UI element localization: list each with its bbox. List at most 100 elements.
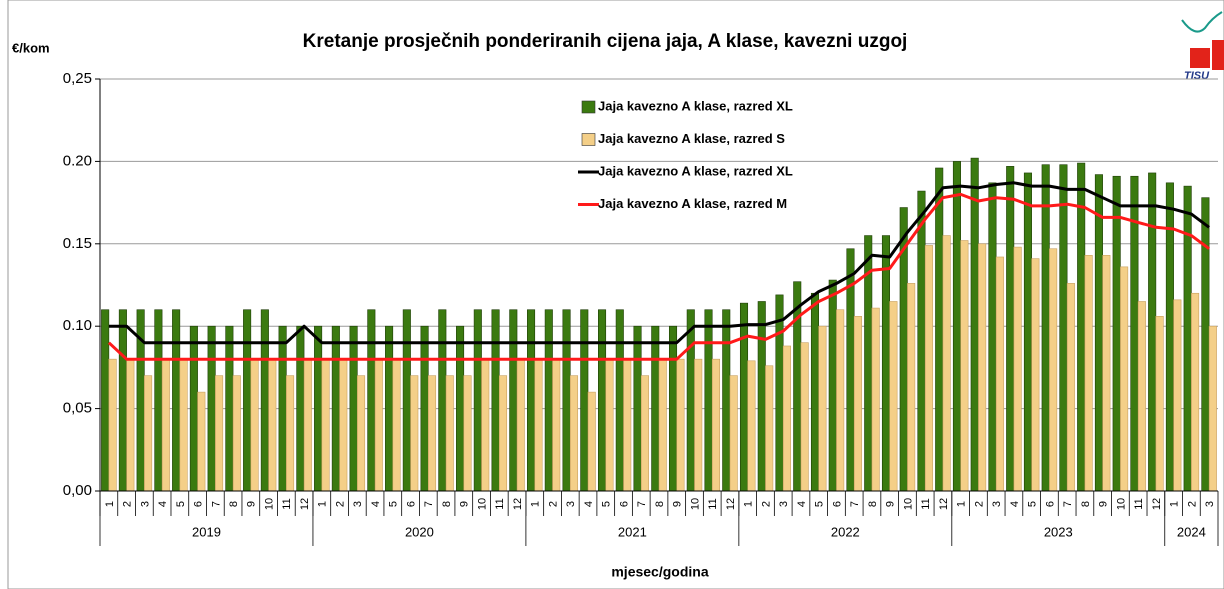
bar: [562, 309, 571, 492]
bar: [836, 309, 845, 492]
bar: [1094, 174, 1103, 492]
bar: [704, 309, 713, 492]
bar: [367, 309, 376, 492]
x-tick-label: 10: [902, 498, 914, 510]
x-tick-label: 1: [1169, 501, 1181, 507]
bar: [722, 309, 731, 492]
x-tick-label: 6: [831, 501, 843, 507]
logo-swoosh: [1181, 11, 1223, 33]
bar: [907, 283, 916, 492]
x-tick-label: 11: [281, 498, 293, 509]
x-tick-label: 9: [885, 501, 897, 507]
x-tick-label: 2: [1186, 501, 1198, 507]
legend-swatch: [581, 100, 596, 114]
bar: [108, 358, 117, 492]
bar: [544, 309, 553, 492]
x-tick-label: 11: [920, 498, 932, 509]
bar: [1059, 164, 1068, 492]
bar: [463, 375, 472, 492]
bar: [144, 375, 153, 492]
x-tick-label: 11: [1133, 498, 1145, 509]
bar: [491, 309, 500, 492]
bar: [676, 358, 685, 492]
bar: [1077, 162, 1086, 492]
bar: [1084, 255, 1093, 492]
y-tick-label: 0,25: [63, 70, 92, 87]
x-tick-label: 3: [565, 501, 577, 507]
bar: [161, 358, 170, 492]
x-tick-label: 2: [334, 501, 346, 507]
bar: [1191, 292, 1200, 492]
x-tick-label: 5: [601, 501, 613, 507]
x-tick-label: 1: [104, 501, 116, 507]
bar: [410, 375, 419, 492]
bar: [1041, 164, 1050, 492]
bar: [633, 325, 642, 492]
bar: [1066, 283, 1075, 492]
bar: [917, 190, 926, 492]
bar: [615, 309, 624, 492]
bar: [686, 309, 695, 492]
bar: [1201, 197, 1210, 492]
x-tick-label: 5: [814, 501, 826, 507]
bar: [349, 325, 358, 492]
bar: [942, 235, 951, 492]
bar: [357, 375, 366, 492]
x-tick-label: 4: [583, 501, 595, 507]
bar: [828, 279, 837, 492]
x-tick-label: 9: [459, 501, 471, 507]
logo-text: TISU: [1184, 70, 1210, 82]
bar: [623, 358, 632, 492]
bar: [782, 345, 791, 492]
x-tick-label: 12: [1151, 498, 1163, 510]
x-tick-label: 7: [636, 501, 648, 507]
x-axis-label: mjesec/godina: [611, 564, 708, 580]
x-tick-label: 8: [1080, 501, 1092, 507]
bar: [881, 235, 890, 492]
logo-block: [1212, 40, 1224, 70]
year-label: 2019: [192, 524, 221, 539]
bar: [1148, 172, 1157, 492]
bar: [765, 365, 774, 492]
x-tick-label: 5: [388, 501, 400, 507]
x-tick-label: 3: [139, 501, 151, 507]
legend-label: Jaja kavezno A klase, razred M: [598, 196, 787, 211]
bar: [1112, 175, 1121, 492]
bar: [154, 309, 163, 492]
bar: [101, 309, 110, 492]
legend-label: Jaja kavezno A klase, razred XL: [598, 98, 793, 113]
bar: [215, 375, 224, 492]
x-tick-label: 3: [1204, 501, 1216, 507]
bar: [207, 325, 216, 492]
bar: [552, 358, 561, 492]
bar: [640, 375, 650, 492]
bar: [1102, 255, 1111, 492]
x-tick-label: 2: [760, 501, 772, 507]
bar: [658, 358, 667, 492]
bar: [296, 325, 305, 492]
bar: [286, 375, 295, 492]
bar: [605, 358, 614, 492]
bar: [473, 309, 482, 492]
x-tick-label: 8: [228, 501, 240, 507]
legend-label: Jaja kavezno A klase, razred S: [598, 131, 785, 146]
x-tick-label: 9: [246, 501, 258, 507]
bar: [179, 358, 188, 492]
year-label: 2021: [618, 524, 647, 539]
bar: [314, 325, 323, 492]
year-label: 2024: [1177, 524, 1206, 539]
bar: [569, 375, 579, 492]
bar: [729, 375, 738, 492]
bar: [924, 245, 933, 492]
bar: [438, 309, 447, 492]
x-tick-label: 8: [654, 501, 666, 507]
x-tick-label: 11: [707, 498, 719, 509]
x-tick-label: 10: [476, 498, 488, 510]
bar: [420, 325, 429, 492]
x-tick-label: 12: [299, 498, 311, 510]
bar: [321, 358, 330, 492]
x-tick-label: 1: [317, 501, 329, 507]
bar: [118, 309, 127, 492]
x-tick-label: 4: [1009, 501, 1021, 507]
